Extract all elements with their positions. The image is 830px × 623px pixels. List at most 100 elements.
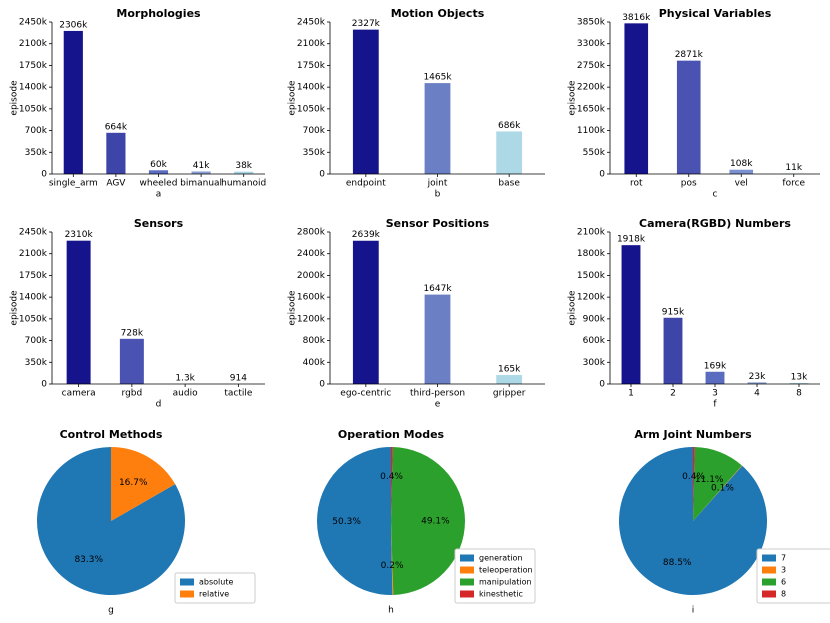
legend-label: 7 (781, 554, 786, 563)
y-tick-label: 1650k (577, 104, 606, 114)
value-label: 23k (749, 372, 766, 382)
pie-label: 16.7% (119, 478, 148, 488)
legend-label: relative (199, 590, 229, 599)
y-tick-label: 2800k (297, 228, 326, 238)
x-axis-label: h (388, 606, 394, 616)
x-tick-label: bimanual (180, 179, 222, 189)
y-tick-label: 1750k (297, 61, 326, 71)
value-label: 60k (150, 160, 167, 170)
y-tick-label: 3850k (577, 18, 606, 28)
chart-bar: Sensor Positions 0 400k 800k 1200k 1600k 2000k… (288, 217, 545, 410)
y-tick-label: 1750k (19, 61, 48, 71)
bar (63, 30, 83, 174)
bar (496, 131, 523, 174)
legend-swatch (460, 566, 474, 574)
legend-box (174, 572, 256, 604)
x-tick-label: 3 (712, 389, 718, 399)
legend-box (756, 548, 830, 604)
y-tick-label: 1600k (297, 293, 326, 303)
chart-pie: Arm Joint Numbers 88.5% 0.1%11.1%0.4% i 7 3 6 8 (618, 428, 830, 616)
chart-pie: Control Methods 83.3% 16.7% g absolute relati… (37, 428, 256, 616)
value-label: 11k (785, 163, 802, 173)
chart-title: Morphologies (116, 7, 201, 20)
pie-slice (693, 447, 742, 521)
bar (747, 382, 767, 384)
chart-bar: Sensors 0 350k 700k 1050k 1400k 1750k 2100k 2450… (10, 217, 265, 410)
y-tick-label: 600k (583, 336, 606, 346)
legend-swatch (762, 554, 776, 562)
chart-bar: Camera(RGBD) Numbers 0 300k 600k 900k 1200k 15… (568, 217, 820, 410)
x-tick-label: third-person (410, 389, 465, 399)
y-tick-label: 350k (25, 148, 48, 158)
y-tick-label: 2450k (19, 228, 48, 238)
y-tick-label: 1050k (19, 314, 48, 324)
y-tick-label: 1400k (19, 83, 48, 93)
bar (66, 240, 91, 384)
pie-slice (111, 447, 176, 521)
legend-box (454, 548, 536, 604)
legend-label: generation (479, 554, 523, 563)
bar (191, 171, 211, 174)
chart-title: Physical Variables (659, 7, 772, 20)
x-tick-label: 1 (628, 389, 634, 399)
y-tick-label: 0 (41, 380, 47, 390)
bar (424, 83, 451, 174)
y-axis-label: episode (568, 80, 578, 116)
x-axis-label: a (156, 190, 162, 200)
legend-label: kinesthetic (479, 590, 523, 599)
bar (705, 371, 725, 384)
y-tick-label: 1800k (577, 249, 606, 259)
pie-label: 0.1% (711, 483, 734, 493)
y-tick-label: 800k (303, 336, 326, 346)
x-tick-label: ego-centric (340, 389, 391, 399)
bar (352, 240, 379, 384)
value-label: 2327k (352, 19, 381, 29)
y-axis-label: episode (10, 80, 20, 116)
value-label: 686k (498, 121, 521, 131)
y-tick-label: 1750k (19, 271, 48, 281)
y-tick-label: 400k (303, 358, 326, 368)
pie-slice (693, 447, 695, 521)
y-tick-label: 2000k (297, 271, 326, 281)
y-tick-label: 1200k (577, 293, 606, 303)
legend-label: 8 (781, 590, 786, 599)
y-tick-label: 0 (319, 170, 325, 180)
value-label: 38k (235, 161, 252, 171)
legend-label: 6 (781, 578, 786, 587)
y-tick-label: 2450k (297, 18, 326, 28)
x-tick-label: endpoint (346, 179, 386, 189)
y-axis-label: episode (10, 290, 20, 326)
bar (789, 383, 809, 384)
y-tick-label: 1050k (19, 104, 48, 114)
y-tick-label: 1100k (577, 126, 606, 136)
x-tick-label: rot (630, 179, 643, 189)
legend-swatch (180, 578, 194, 586)
x-tick-label: pos (681, 179, 697, 189)
pie-slice (317, 447, 393, 596)
x-tick-label: force (782, 179, 805, 189)
value-label: 2639k (352, 230, 381, 240)
pie-slice (391, 521, 394, 595)
y-tick-label: 1400k (19, 293, 48, 303)
y-tick-label: 900k (583, 314, 606, 324)
legend-swatch (460, 554, 474, 562)
y-tick-label: 0 (599, 380, 605, 390)
chart-title: Arm Joint Numbers (634, 428, 752, 441)
legend-label: manipulation (479, 578, 532, 587)
bar (663, 317, 683, 384)
bar (119, 338, 144, 384)
bar (352, 29, 379, 175)
chart-title: Sensors (134, 217, 184, 230)
x-axis-label: g (108, 606, 114, 616)
x-axis-label: e (435, 400, 441, 410)
pie-label: 0.4% (380, 472, 403, 482)
pie-label: 0.4% (682, 472, 705, 482)
y-tick-label: 2200k (577, 83, 606, 93)
y-axis-label: episode (288, 80, 298, 116)
x-tick-label: joint (427, 179, 448, 189)
value-label: 13k (791, 373, 808, 383)
y-tick-label: 700k (303, 126, 326, 136)
chart-title: Camera(RGBD) Numbers (639, 217, 791, 230)
y-tick-label: 3300k (577, 39, 606, 49)
legend-swatch (180, 590, 194, 598)
